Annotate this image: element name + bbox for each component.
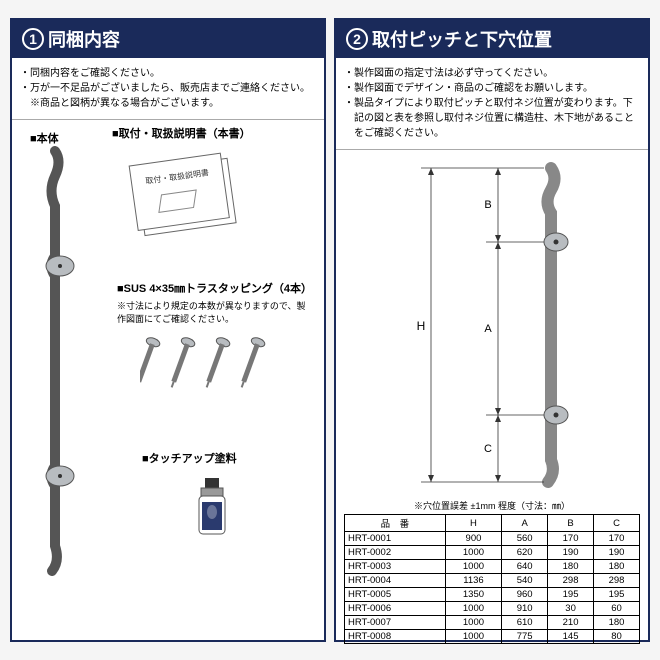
- table-cell: 900: [445, 532, 502, 546]
- table-cell: HRT-0003: [345, 560, 446, 574]
- table-cell: 1000: [445, 602, 502, 616]
- table-cell: HRT-0001: [345, 532, 446, 546]
- panel1-number: 1: [22, 28, 44, 50]
- svg-text:H: H: [417, 319, 426, 333]
- table-cell: 1000: [445, 560, 502, 574]
- table-cell: 1000: [445, 546, 502, 560]
- table-cell: 960: [502, 588, 548, 602]
- table-cell: HRT-0004: [345, 574, 446, 588]
- manual-label: ■取付・取扱説明書（本書）: [112, 125, 302, 141]
- panel2-number: 2: [346, 28, 368, 50]
- table-cell: HRT-0007: [345, 616, 446, 630]
- table-cell: 195: [548, 588, 594, 602]
- table-cell: 190: [548, 546, 594, 560]
- table-row: HRT-00051350960195195: [345, 588, 640, 602]
- table-cell: 775: [502, 630, 548, 644]
- table-cell: 80: [594, 630, 640, 644]
- handle-icon: [30, 146, 80, 576]
- pitch-diagram: H B A C: [376, 150, 626, 520]
- table-cell: 170: [594, 532, 640, 546]
- manual-section: ■取付・取扱説明書（本書） 取付・取扱説明書: [112, 125, 302, 247]
- table-header: H: [445, 515, 502, 532]
- panel1-body: ■本体 ■取付・取扱説明書（本書） 取付・取扱説明書: [12, 120, 324, 620]
- screws-note: ※寸法により規定の本数が異なりますので、製作図面にてご確認ください。: [117, 299, 312, 325]
- table-cell: HRT-0008: [345, 630, 446, 644]
- note: ・万が一不足品がございましたら、販売店までご連絡ください。: [20, 81, 316, 96]
- svg-text:C: C: [484, 443, 492, 455]
- table-cell: 170: [548, 532, 594, 546]
- table-cell: 298: [548, 574, 594, 588]
- table-cell: 1350: [445, 588, 502, 602]
- panel2-header: 2 取付ピッチと下穴位置: [336, 20, 648, 58]
- table-header: B: [548, 515, 594, 532]
- table-header: C: [594, 515, 640, 532]
- table-cell: 190: [594, 546, 640, 560]
- table-cell: 1000: [445, 630, 502, 644]
- table-header: 品 番: [345, 515, 446, 532]
- table-cell: 145: [548, 630, 594, 644]
- panel-contents: 1 同梱内容 ・同梱内容をご確認ください。 ・万が一不足品がございましたら、販売…: [10, 18, 326, 642]
- table-cell: 610: [502, 616, 548, 630]
- table-cell: 180: [548, 560, 594, 574]
- panel2-title: 取付ピッチと下穴位置: [372, 26, 552, 52]
- table-cell: 195: [594, 588, 640, 602]
- screws-label: ■SUS 4×35㎜トラスタッピング（4本）: [117, 280, 312, 296]
- table-row: HRT-0001900560170170: [345, 532, 640, 546]
- panel2-notes: ・製作図面の指定寸法は必ず守ってください。 ・製作図面でデザイン・商品のご確認を…: [336, 58, 648, 150]
- panel1-title: 同梱内容: [48, 26, 120, 52]
- panel-pitch: 2 取付ピッチと下穴位置 ・製作図面の指定寸法は必ず守ってください。 ・製作図面…: [334, 18, 650, 642]
- table-cell: 298: [594, 574, 640, 588]
- body-label: ■本体: [30, 130, 80, 146]
- table-cell: 30: [548, 602, 594, 616]
- table-cell: 180: [594, 560, 640, 574]
- screws-section: ■SUS 4×35㎜トラスタッピング（4本） ※寸法により規定の本数が異なります…: [117, 280, 312, 396]
- table-caption: ※穴位置誤差 ±1mm 程度（寸法：㎜）: [344, 499, 640, 512]
- table-cell: 540: [502, 574, 548, 588]
- note: ・製品タイプにより取付ピッチと取付ネジ位置が変わります。下記の図と表を参照し取付…: [344, 96, 640, 141]
- manual-icon: 取付・取扱説明書: [112, 147, 302, 247]
- table-row: HRT-00071000610210180: [345, 616, 640, 630]
- table-cell: 560: [502, 532, 548, 546]
- table-cell: HRT-0002: [345, 546, 446, 560]
- dimension-table: 品 番HABC HRT-0001900560170170HRT-00021000…: [344, 514, 640, 644]
- panel2-body: H B A C ※穴位置誤差 ±1mm 程度（寸法：㎜） 品 番HABC: [336, 150, 648, 650]
- table-row: HRT-0008100077514580: [345, 630, 640, 644]
- paint-label: ■タッチアップ塗料: [142, 450, 282, 466]
- panel1-header: 1 同梱内容: [12, 20, 324, 58]
- svg-text:B: B: [484, 199, 491, 211]
- table-cell: 180: [594, 616, 640, 630]
- page: 1 同梱内容 ・同梱内容をご確認ください。 ・万が一不足品がございましたら、販売…: [0, 0, 660, 660]
- table-cell: 60: [594, 602, 640, 616]
- table-row: HRT-00021000620190190: [345, 546, 640, 560]
- note: ※商品と図柄が異なる場合がございます。: [20, 96, 316, 111]
- screws-icon: [117, 331, 312, 396]
- table-cell: 910: [502, 602, 548, 616]
- table-cell: 620: [502, 546, 548, 560]
- table-cell: HRT-0006: [345, 602, 446, 616]
- table-header: A: [502, 515, 548, 532]
- dimension-table-wrap: ※穴位置誤差 ±1mm 程度（寸法：㎜） 品 番HABC HRT-0001900…: [344, 497, 640, 644]
- table-cell: 640: [502, 560, 548, 574]
- note: ・同梱内容をご確認ください。: [20, 66, 316, 81]
- paint-icon: [142, 472, 282, 547]
- table-cell: 210: [548, 616, 594, 630]
- table-cell: 1136: [445, 574, 502, 588]
- svg-text:A: A: [484, 323, 492, 335]
- table-row: HRT-000610009103060: [345, 602, 640, 616]
- note: ・製作図面でデザイン・商品のご確認をお願いします。: [344, 81, 640, 96]
- table-row: HRT-00041136540298298: [345, 574, 640, 588]
- paint-section: ■タッチアップ塗料: [142, 450, 282, 547]
- panel1-notes: ・同梱内容をご確認ください。 ・万が一不足品がございましたら、販売店までご連絡く…: [12, 58, 324, 120]
- handle-section: ■本体: [30, 130, 80, 581]
- note: ・製作図面の指定寸法は必ず守ってください。: [344, 66, 640, 81]
- table-row: HRT-00031000640180180: [345, 560, 640, 574]
- table-cell: HRT-0005: [345, 588, 446, 602]
- table-cell: 1000: [445, 616, 502, 630]
